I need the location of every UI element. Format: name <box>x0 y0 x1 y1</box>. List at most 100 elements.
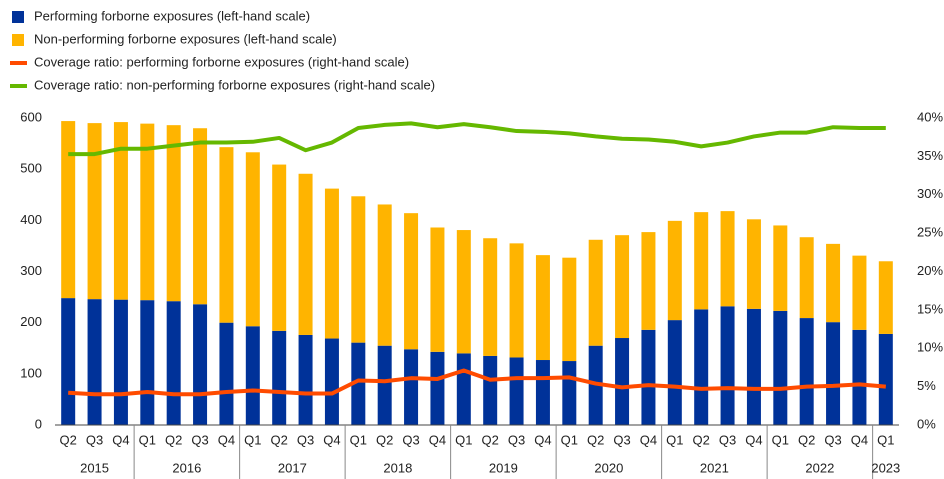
bar <box>219 322 234 425</box>
bar <box>641 329 656 425</box>
y2-tick-label: 5% <box>917 378 936 393</box>
bar <box>166 301 181 425</box>
bar <box>535 255 550 361</box>
bar <box>641 232 656 330</box>
bar <box>324 338 339 425</box>
bar <box>377 204 392 346</box>
bar <box>562 361 577 425</box>
y-tick-label: 300 <box>20 263 42 278</box>
bar <box>61 298 76 425</box>
x-tick-label: Q1 <box>139 432 156 447</box>
bar <box>773 310 788 425</box>
bar <box>878 261 893 334</box>
x-tick-label: Q3 <box>613 432 630 447</box>
bar <box>430 351 445 425</box>
bar <box>799 237 814 319</box>
bar <box>245 152 260 327</box>
x-tick-label: Q3 <box>191 432 208 447</box>
bar <box>193 128 208 305</box>
x-tick-label: Q2 <box>482 432 499 447</box>
bar <box>483 238 498 356</box>
bar <box>826 243 841 323</box>
bar <box>404 213 419 350</box>
y2-tick-label: 15% <box>917 301 943 316</box>
bar <box>826 322 841 425</box>
bar <box>535 360 550 425</box>
legend-label: Coverage ratio: non-performing forborne … <box>34 77 435 92</box>
line <box>68 368 886 397</box>
x-tick-label: Q2 <box>60 432 77 447</box>
bar <box>377 345 392 425</box>
bar <box>852 255 867 330</box>
bar <box>746 308 761 425</box>
bar <box>615 235 630 339</box>
bar <box>746 219 761 309</box>
y2-tick-label: 35% <box>917 148 943 163</box>
y2-tick-label: 40% <box>917 109 943 124</box>
line <box>68 121 886 157</box>
legend-label: Coverage ratio: performing forborne expo… <box>34 54 409 69</box>
bar <box>456 353 471 425</box>
year-label: 2015 <box>80 460 109 475</box>
x-tick-label: Q1 <box>561 432 578 447</box>
x-tick-label: Q4 <box>112 432 129 447</box>
y-tick-label: 500 <box>20 161 42 176</box>
x-tick-label: Q3 <box>297 432 314 447</box>
bar <box>562 257 577 362</box>
x-tick-label: Q4 <box>429 432 446 447</box>
bar <box>61 121 76 299</box>
bar <box>694 309 709 425</box>
bar <box>113 122 128 300</box>
x-tick-label: Q2 <box>798 432 815 447</box>
bar <box>509 243 524 358</box>
x-tick-label: Q1 <box>877 432 894 447</box>
year-label: 2021 <box>700 460 729 475</box>
legend-swatch <box>12 34 24 46</box>
bar <box>140 300 155 425</box>
bar <box>351 196 366 343</box>
bar <box>694 212 709 310</box>
bar <box>166 125 181 302</box>
year-label: 2016 <box>172 460 201 475</box>
bar <box>404 349 419 425</box>
bar <box>799 318 814 425</box>
year-label: 2023 <box>871 460 900 475</box>
x-tick-label: Q3 <box>86 432 103 447</box>
y2-tick-label: 20% <box>917 263 943 278</box>
x-tick-label: Q4 <box>323 432 340 447</box>
year-label: 2020 <box>594 460 623 475</box>
bar <box>140 123 155 301</box>
x-tick-label: Q4 <box>534 432 551 447</box>
legend-label: Performing forborne exposures (left-hand… <box>34 8 310 23</box>
bar <box>878 333 893 425</box>
x-tick-label: Q4 <box>640 432 657 447</box>
bar <box>324 188 339 339</box>
bar <box>193 304 208 425</box>
x-tick-label: Q4 <box>745 432 762 447</box>
bar <box>852 329 867 425</box>
bar <box>773 225 788 311</box>
x-tick-label: Q2 <box>376 432 393 447</box>
x-tick-label: Q1 <box>244 432 261 447</box>
bar <box>456 230 471 354</box>
x-tick-label: Q2 <box>165 432 182 447</box>
x-tick-label: Q3 <box>508 432 525 447</box>
y2-tick-label: 10% <box>917 340 943 355</box>
x-tick-label: Q2 <box>587 432 604 447</box>
x-tick-label: Q1 <box>455 432 472 447</box>
x-tick-label: Q1 <box>772 432 789 447</box>
y-tick-label: 600 <box>20 109 42 124</box>
bar <box>351 342 366 425</box>
x-tick-label: Q2 <box>693 432 710 447</box>
bar <box>272 164 287 331</box>
year-label: 2022 <box>805 460 834 475</box>
x-tick-label: Q1 <box>666 432 683 447</box>
year-label: 2018 <box>383 460 412 475</box>
bar <box>298 173 313 335</box>
x-tick-label: Q3 <box>402 432 419 447</box>
x-tick-label: Q4 <box>218 432 235 447</box>
x-tick-label: Q1 <box>350 432 367 447</box>
x-tick-label: Q3 <box>824 432 841 447</box>
bar <box>219 147 234 323</box>
